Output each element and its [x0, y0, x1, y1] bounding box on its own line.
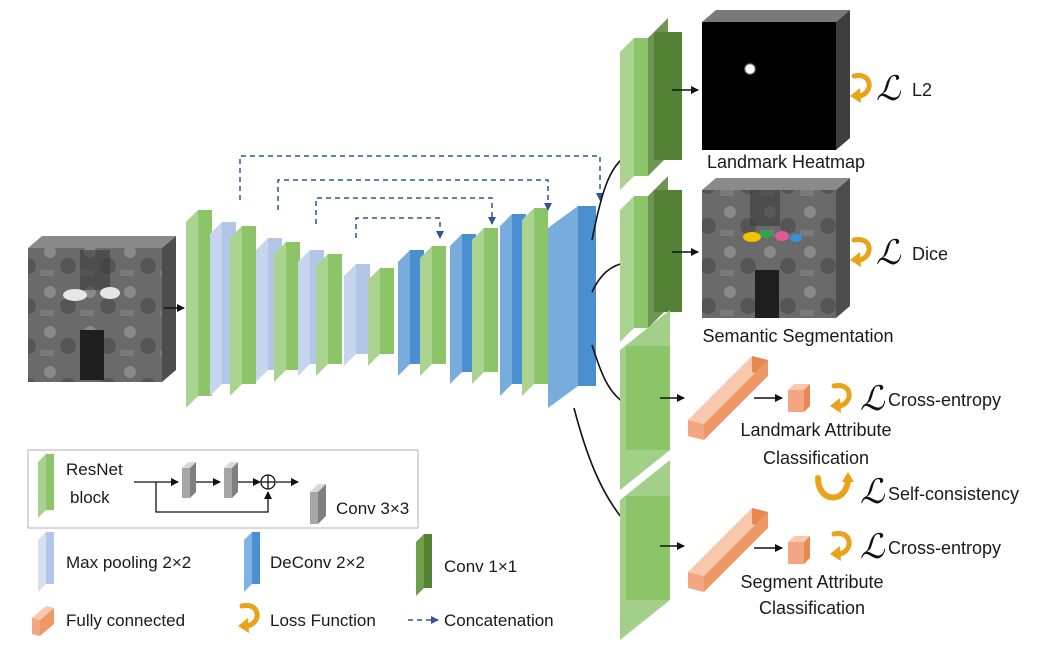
layer-resnet-4: [274, 242, 300, 382]
layer-resnet-8: [368, 268, 394, 366]
loss-icon-ce2: [830, 531, 852, 561]
seg-caption: Semantic Segmentation: [702, 326, 893, 346]
layer-resnet-14: [522, 208, 548, 396]
heatmap-cube: [702, 10, 850, 150]
legend-conv1-swatch: [416, 534, 432, 596]
input-mri-cube: [28, 236, 176, 382]
loss-icon-dice: [850, 237, 872, 267]
loss-symbol: ℒ: [860, 527, 886, 567]
layer-resnet-6: [316, 254, 342, 376]
legend-conv3-label: Conv 3×3: [336, 499, 409, 518]
loss-l2-subscript: L2: [912, 80, 932, 100]
encoder-decoder-layers: [186, 206, 596, 408]
layer-resnet-12: [472, 228, 498, 384]
heatmap-caption: Landmark Heatmap: [707, 152, 865, 172]
final-deconv-slab: [548, 206, 596, 408]
output-node-landmark: [788, 384, 810, 412]
loss-symbol: ℒ: [860, 472, 886, 512]
head-landmark-attr: [620, 310, 670, 490]
layer-resnet-0: [186, 210, 212, 408]
legend-maxpool-label: Max pooling 2×2: [66, 553, 191, 572]
legend-fc-label: Fully connected: [66, 611, 185, 630]
layer-resnet-2: [230, 226, 256, 396]
skip-connection-3: [355, 217, 444, 239]
legend-deconv-label: DeConv 2×2: [270, 553, 365, 572]
loss-cross-entropy-landmark: ℒ Cross-entropy: [860, 379, 1001, 419]
loss-symbol: ℒ: [876, 233, 902, 273]
resnet-conv-box-2: [224, 462, 238, 498]
legend-resnet-swatch: [38, 454, 54, 518]
segment-attr-caption-line2: Classification: [759, 598, 865, 618]
loss-self-consistency: ℒ Self-consistency: [860, 472, 1019, 512]
layer-maxpool-7: [344, 264, 370, 366]
output-heads: [620, 18, 682, 640]
fc-bar-segment: [688, 508, 768, 592]
branch-arrow-segment-attr: [573, 407, 629, 526]
legend-resnet-line2: block: [70, 488, 110, 507]
legend: ResNet block Conv 3×3: [27, 449, 554, 636]
skip-connection-1: [277, 179, 552, 211]
loss-icons: [815, 73, 872, 561]
head-segmentation: [620, 176, 682, 342]
legend-deconv-swatch: [244, 532, 260, 592]
loss-symbol: ℒ: [860, 379, 886, 419]
segmentation-cube: [702, 178, 850, 318]
concatenation-skips: [239, 155, 604, 239]
loss-dice-subscript: Dice: [912, 244, 948, 264]
loss-ce2-subscript: Cross-entropy: [888, 538, 1001, 558]
loss-cross-entropy-segment: ℒ Cross-entropy: [860, 527, 1001, 567]
legend-lossfn-label: Loss Function: [270, 611, 376, 630]
segment-attr-caption-line1: Segment Attribute: [740, 572, 883, 592]
head-segment-attr: [620, 460, 670, 640]
legend-concat-label: Concatenation: [444, 611, 554, 630]
loss-icon-l2: [850, 73, 872, 103]
legend-loss-icon: [238, 603, 260, 633]
output-node-segment: [788, 536, 810, 564]
layer-resnet-10: [420, 246, 446, 376]
loss-icon-ce1: [830, 383, 852, 413]
legend-conv1-label: Conv 1×1: [444, 557, 517, 576]
fc-bar-landmark: [688, 356, 768, 440]
loss-dice: ℒ Dice: [876, 233, 948, 273]
loss-symbol: ℒ: [876, 69, 902, 109]
skip-connection-0: [239, 155, 604, 201]
head-heatmap: [620, 18, 682, 190]
skip-connection-2: [315, 197, 496, 225]
legend-conv3-swatch: [310, 484, 326, 524]
legend-fc-swatch: [32, 606, 54, 636]
resnet-conv-box-1: [182, 462, 196, 498]
loss-icon-self-consistency: [815, 472, 854, 501]
loss-ce1-subscript: Cross-entropy: [888, 390, 1001, 410]
legend-resnet-line1: ResNet: [66, 460, 123, 479]
loss-self-subscript: Self-consistency: [888, 484, 1019, 504]
landmark-attr-caption-line1: Landmark Attribute: [740, 420, 891, 440]
loss-l2: ℒ L2: [876, 69, 932, 109]
legend-loss-swatch: [238, 603, 260, 633]
legend-maxpool-swatch: [38, 532, 54, 592]
resnet-block-schematic: [134, 474, 299, 513]
legend-resnet-box: [27, 449, 419, 529]
landmark-attr-caption-line2: Classification: [763, 448, 869, 468]
